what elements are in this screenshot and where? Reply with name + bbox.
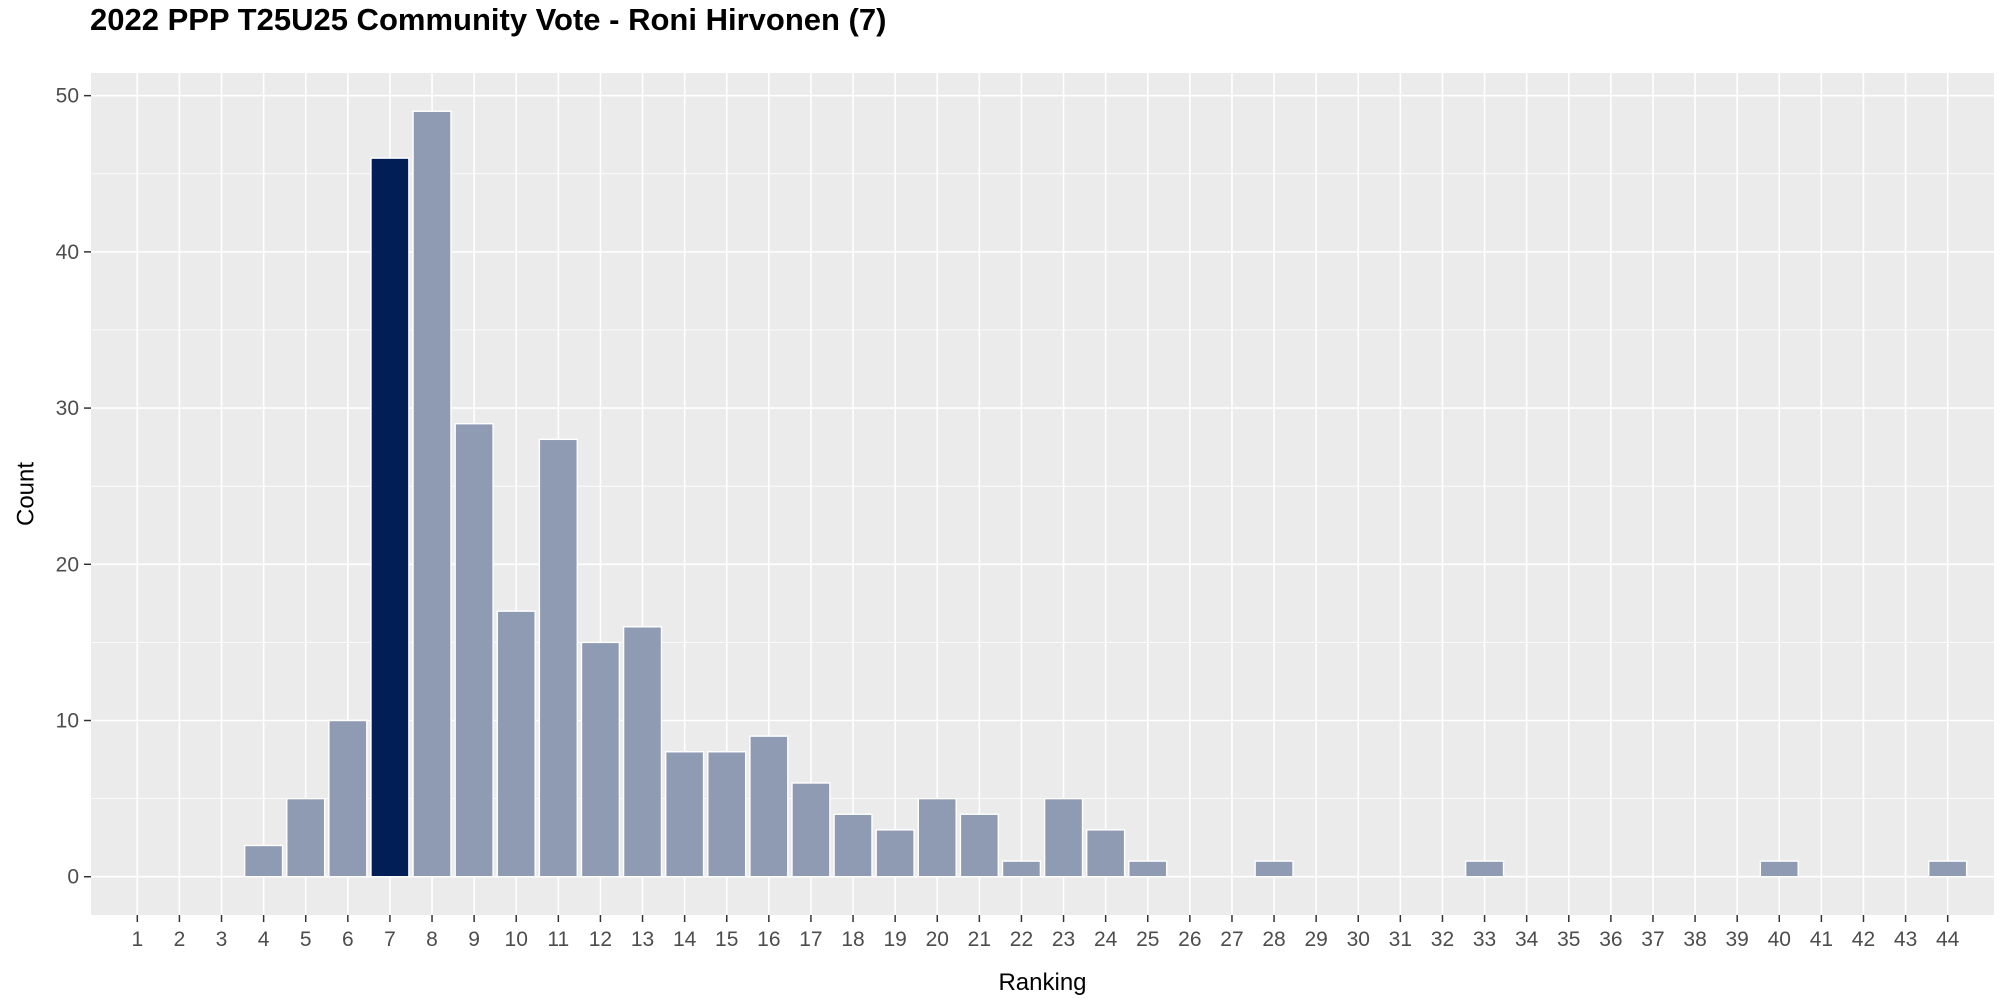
y-tick-label: 50 (56, 85, 79, 108)
x-tick-label: 8 (426, 928, 438, 951)
x-axis-title: Ranking (998, 969, 1086, 996)
x-tick-label: 39 (1725, 928, 1748, 951)
y-axis: 0 10 20 30 40 50 (56, 85, 91, 889)
bar (1128, 860, 1168, 878)
bar (833, 813, 873, 878)
x-tick-label: 10 (505, 928, 528, 951)
x-tick-label: 34 (1515, 928, 1539, 951)
bar (707, 751, 747, 878)
x-tick-label: 3 (216, 928, 228, 951)
x-tick-label: 33 (1473, 928, 1496, 951)
x-tick-label: 31 (1389, 928, 1412, 951)
bar (286, 797, 326, 878)
bar (749, 735, 789, 878)
y-tick-label: 20 (56, 553, 79, 576)
bar (1928, 860, 1968, 878)
x-tick-label: 11 (547, 928, 569, 951)
bar (622, 626, 663, 878)
y-tick-label: 40 (56, 241, 79, 264)
x-tick-label: 7 (384, 928, 396, 951)
y-tick-label: 30 (56, 397, 79, 420)
bar (454, 423, 494, 878)
bar (412, 110, 452, 878)
x-tick-label: 27 (1220, 928, 1243, 951)
bar (1464, 860, 1505, 878)
x-tick-label: 16 (757, 928, 780, 951)
bar (1043, 797, 1084, 878)
y-tick-label: 10 (56, 710, 79, 733)
x-tick-label: 24 (1094, 928, 1118, 951)
x-tick-label: 29 (1304, 928, 1327, 951)
x-tick-label: 25 (1136, 928, 1159, 951)
bar (791, 782, 831, 878)
bar (664, 751, 705, 878)
x-tick-label: 22 (1010, 928, 1033, 951)
x-tick-label: 30 (1347, 928, 1370, 951)
x-tick-label: 23 (1052, 928, 1075, 951)
bar (1086, 829, 1126, 878)
chart-title: 2022 PPP T25U25 Community Vote - Roni Hi… (90, 2, 887, 37)
bar (496, 610, 536, 878)
x-tick-label: 37 (1641, 928, 1664, 951)
x-tick-label: 6 (342, 928, 354, 951)
x-tick-label: 2 (174, 928, 186, 951)
x-tick-label: 28 (1262, 928, 1285, 951)
x-tick-label: 9 (468, 928, 480, 951)
bar (959, 813, 999, 878)
bar (243, 844, 284, 878)
x-tick-label: 42 (1852, 928, 1875, 951)
x-tick-label: 4 (258, 928, 270, 951)
x-tick-label: 15 (715, 928, 738, 951)
x-tick-label: 19 (883, 928, 906, 951)
x-tick-label: 44 (1936, 928, 1960, 951)
bar (875, 829, 915, 878)
x-tick-label: 26 (1178, 928, 1201, 951)
bar (1254, 860, 1294, 878)
bar (538, 438, 578, 878)
bar (1001, 860, 1042, 878)
bar (917, 797, 957, 878)
x-tick-label: 40 (1768, 928, 1791, 951)
y-axis-title: Count (12, 462, 39, 526)
x-tick-label: 13 (631, 928, 654, 951)
bar (580, 641, 621, 878)
x-tick-label: 14 (673, 928, 697, 951)
x-tick-label: 35 (1557, 928, 1580, 951)
x-tick-label: 41 (1810, 928, 1833, 951)
bar (1759, 860, 1799, 878)
x-tick-label: 32 (1431, 928, 1454, 951)
x-tick-label: 17 (799, 928, 822, 951)
highlighted-bar (370, 157, 410, 878)
x-tick-label: 36 (1599, 928, 1622, 951)
x-tick-label: 43 (1894, 928, 1917, 951)
bar (328, 719, 368, 878)
y-tick-label: 0 (67, 866, 79, 889)
x-tick-label: 5 (300, 928, 312, 951)
x-tick-label: 1 (131, 928, 143, 951)
x-tick-label: 21 (968, 928, 991, 951)
x-tick-label: 12 (589, 928, 612, 951)
x-tick-label: 18 (841, 928, 864, 951)
x-axis: 1 2 3 4 5 6 7 8 9 10 11 12 13 14 15 16 17 18 19 20 21 22 23 24 2… (131, 915, 1960, 951)
x-tick-label: 20 (926, 928, 949, 951)
x-tick-label: 38 (1683, 928, 1706, 951)
bars (243, 110, 1968, 878)
